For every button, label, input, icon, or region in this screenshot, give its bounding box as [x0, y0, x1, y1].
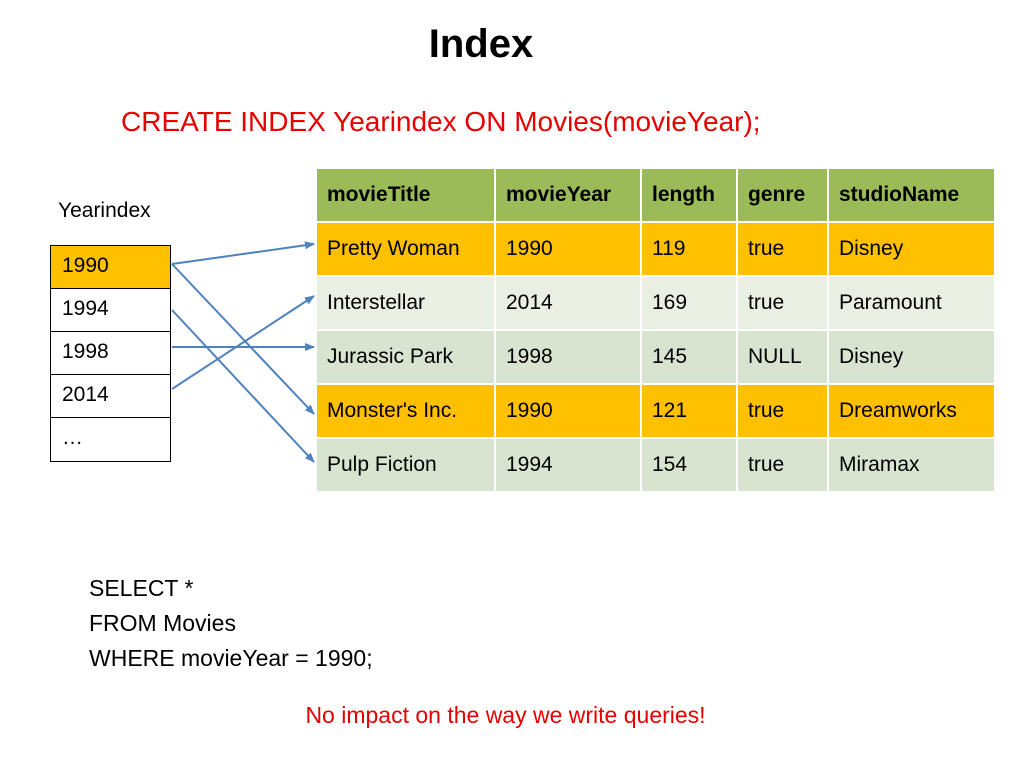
column-header: movieTitle	[315, 167, 496, 223]
table-cell: 119	[640, 221, 738, 277]
column-header: movieYear	[494, 167, 642, 223]
index-entry: 1998	[51, 332, 170, 375]
table-row: Pulp Fiction 1994 154 true Miramax	[315, 437, 996, 493]
table-cell: Jurassic Park	[315, 329, 496, 385]
table-cell: 2014	[494, 275, 642, 331]
table-row: Pretty Woman 1990 119 true Disney	[315, 221, 996, 277]
index-entry: 2014	[51, 375, 170, 418]
column-header: genre	[736, 167, 829, 223]
table-cell: 145	[640, 329, 738, 385]
query-line: SELECT *	[89, 575, 194, 601]
table-cell: Disney	[827, 221, 996, 277]
arrow-1990-to-monsters-inc	[171, 263, 315, 415]
table-cell: 121	[640, 383, 738, 439]
query-line: WHERE movieYear = 1990;	[89, 645, 373, 671]
table-cell: Monster's Inc.	[315, 383, 496, 439]
table-cell: NULL	[736, 329, 829, 385]
table-row: Monster's Inc. 1990 121 true Dreamworks	[315, 383, 996, 439]
index-entry: 1994	[51, 289, 170, 332]
table-cell: Paramount	[827, 275, 996, 331]
table-row: Jurassic Park 1998 145 NULL Disney	[315, 329, 996, 385]
table-cell: Interstellar	[315, 275, 496, 331]
table-cell: Pulp Fiction	[315, 437, 496, 493]
table-header-row: movieTitle movieYear length genre studio…	[315, 167, 996, 223]
table-cell: 154	[640, 437, 738, 493]
table-cell: Miramax	[827, 437, 996, 493]
table-cell: 169	[640, 275, 738, 331]
note-text: No impact on the way we write queries!	[305, 702, 706, 728]
select-query: SELECT * FROM Movies WHERE movieYear = 1…	[89, 571, 373, 676]
movies-table: movieTitle movieYear length genre studio…	[315, 167, 996, 493]
create-index-statement: CREATE INDEX Yearindex ON Movies(movieYe…	[121, 106, 761, 137]
table-cell: true	[736, 437, 829, 493]
table-cell: true	[736, 275, 829, 331]
table-cell: Pretty Woman	[315, 221, 496, 277]
arrow-1994-to-pulp-fiction	[171, 309, 315, 463]
query-line: FROM Movies	[89, 610, 236, 636]
table-cell: true	[736, 221, 829, 277]
column-header: length	[640, 167, 738, 223]
index-label: Yearindex	[58, 199, 151, 222]
table-cell: true	[736, 383, 829, 439]
table-cell: 1994	[494, 437, 642, 493]
table-row: Interstellar 2014 169 true Paramount	[315, 275, 996, 331]
slide-title: Index	[428, 22, 534, 66]
table-cell: 1998	[494, 329, 642, 385]
table-cell: Disney	[827, 329, 996, 385]
arrow-1990-to-pretty-woman	[171, 241, 315, 265]
index-entry: …	[62, 426, 83, 449]
column-header: studioName	[827, 167, 996, 223]
table-cell: 1990	[494, 221, 642, 277]
index-list: 1990 1994 1998 2014 …	[50, 245, 171, 462]
table-cell: Dreamworks	[827, 383, 996, 439]
arrow-2014-to-interstellar	[171, 295, 315, 390]
index-entry: 1990	[51, 246, 170, 289]
table-cell: 1990	[494, 383, 642, 439]
